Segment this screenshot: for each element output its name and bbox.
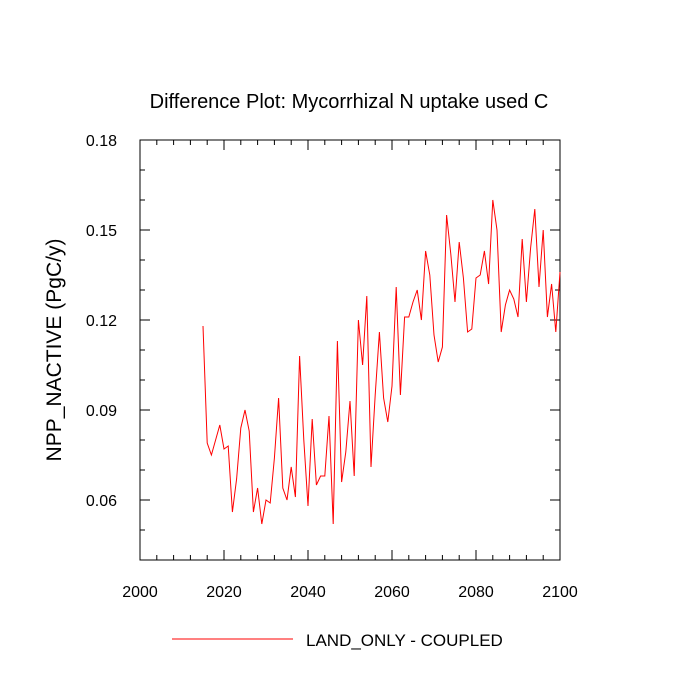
x-tick-label: 2020	[206, 584, 242, 601]
plot-frame	[139, 139, 561, 561]
x-tick-label: 2100	[542, 584, 578, 601]
y-tick-label: 0.12	[86, 313, 117, 330]
axis-tick-labels: 2000 2020 2040 2060 2080 2100 0.06 0.09 0.12 0.15…	[86, 133, 578, 601]
y-tick-label: 0.06	[86, 493, 117, 510]
x-tick-label: 2080	[458, 584, 494, 601]
axis-ticks	[139, 139, 561, 561]
x-tick-label: 2040	[290, 584, 326, 601]
legend-label: LAND_ONLY - COUPLED	[306, 631, 503, 650]
x-tick-label: 2060	[374, 584, 410, 601]
y-tick-label: 0.15	[86, 223, 117, 240]
y-tick-label: 0.09	[86, 403, 117, 420]
legend: LAND_ONLY - COUPLED	[172, 631, 503, 650]
y-tick-label: 0.18	[86, 133, 117, 150]
y-axis-label: NPP_NACTIVE (PgC/y)	[43, 239, 66, 462]
series-line	[202, 199, 561, 525]
x-tick-label: 2000	[122, 584, 158, 601]
series-layer	[202, 199, 561, 525]
chart-title: Difference Plot: Mycorrhizal N uptake us…	[150, 91, 549, 113]
